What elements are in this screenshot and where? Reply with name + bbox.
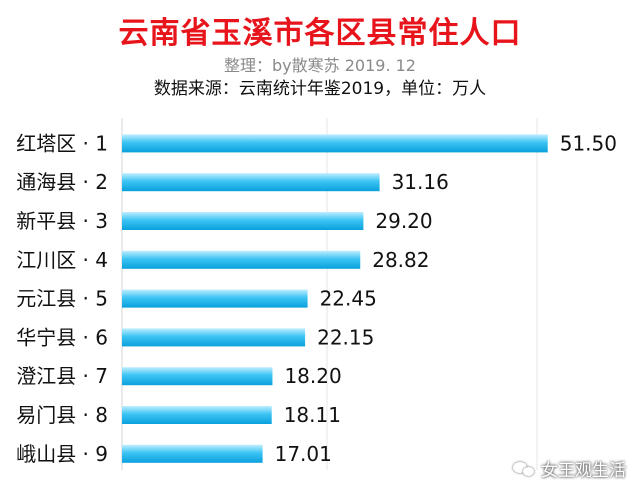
value-label: 18.11: [284, 403, 341, 427]
category-label: 红塔区 · 1: [16, 131, 108, 155]
value-label: 18.20: [284, 364, 341, 388]
bar: [122, 173, 380, 192]
chart-title: 云南省玉溪市各区县常住人口: [118, 16, 522, 51]
value-label: 28.82: [372, 248, 429, 272]
category-labels: 红塔区 · 1 通海县 · 2 新平县 · 3 江川区 · 4 元江县 · 5 华宁县 ·…: [16, 131, 108, 465]
category-label: 新平县 · 3: [16, 209, 108, 233]
chart-credit: 整理：by散寒苏 2019. 12: [224, 56, 416, 75]
watermark: 女王观生活: [513, 456, 626, 481]
bar-chart: 红塔区 · 1 通海县 · 2 新平县 · 3 江川区 · 4 元江县 · 5 华宁县 ·…: [16, 118, 617, 470]
chart-source: 数据来源：云南统计年鉴2019，单位：万人: [153, 79, 487, 99]
bar: [122, 250, 361, 269]
bar: [122, 289, 308, 308]
value-label: 29.20: [375, 209, 432, 233]
bar: [122, 134, 548, 153]
category-label: 江川区 · 4: [16, 248, 108, 272]
value-labels: 51.50 31.16 29.20 28.82 22.45 22.15 18.20 18.11…: [275, 131, 617, 465]
bar: [122, 444, 263, 463]
bars-group: [122, 134, 548, 463]
category-label: 通海县 · 2: [16, 170, 108, 194]
value-label: 22.45: [320, 287, 377, 311]
bar: [122, 367, 273, 386]
value-label: 51.50: [560, 131, 617, 155]
value-label: 22.15: [317, 325, 374, 349]
value-label: 31.16: [392, 170, 449, 194]
bar: [122, 328, 306, 347]
bar: [122, 406, 272, 424]
category-label: 元江县 · 5: [16, 287, 108, 311]
category-label: 华宁县 · 6: [16, 325, 108, 349]
wechat-icon: [513, 460, 535, 478]
category-label: 峨山县 · 9: [16, 442, 108, 466]
watermark-text: 女王观生活: [541, 461, 626, 481]
category-label: 澄江县 · 7: [16, 364, 108, 388]
category-label: 易门县 · 8: [16, 403, 108, 427]
bar: [122, 212, 364, 230]
value-label: 17.01: [275, 442, 332, 466]
